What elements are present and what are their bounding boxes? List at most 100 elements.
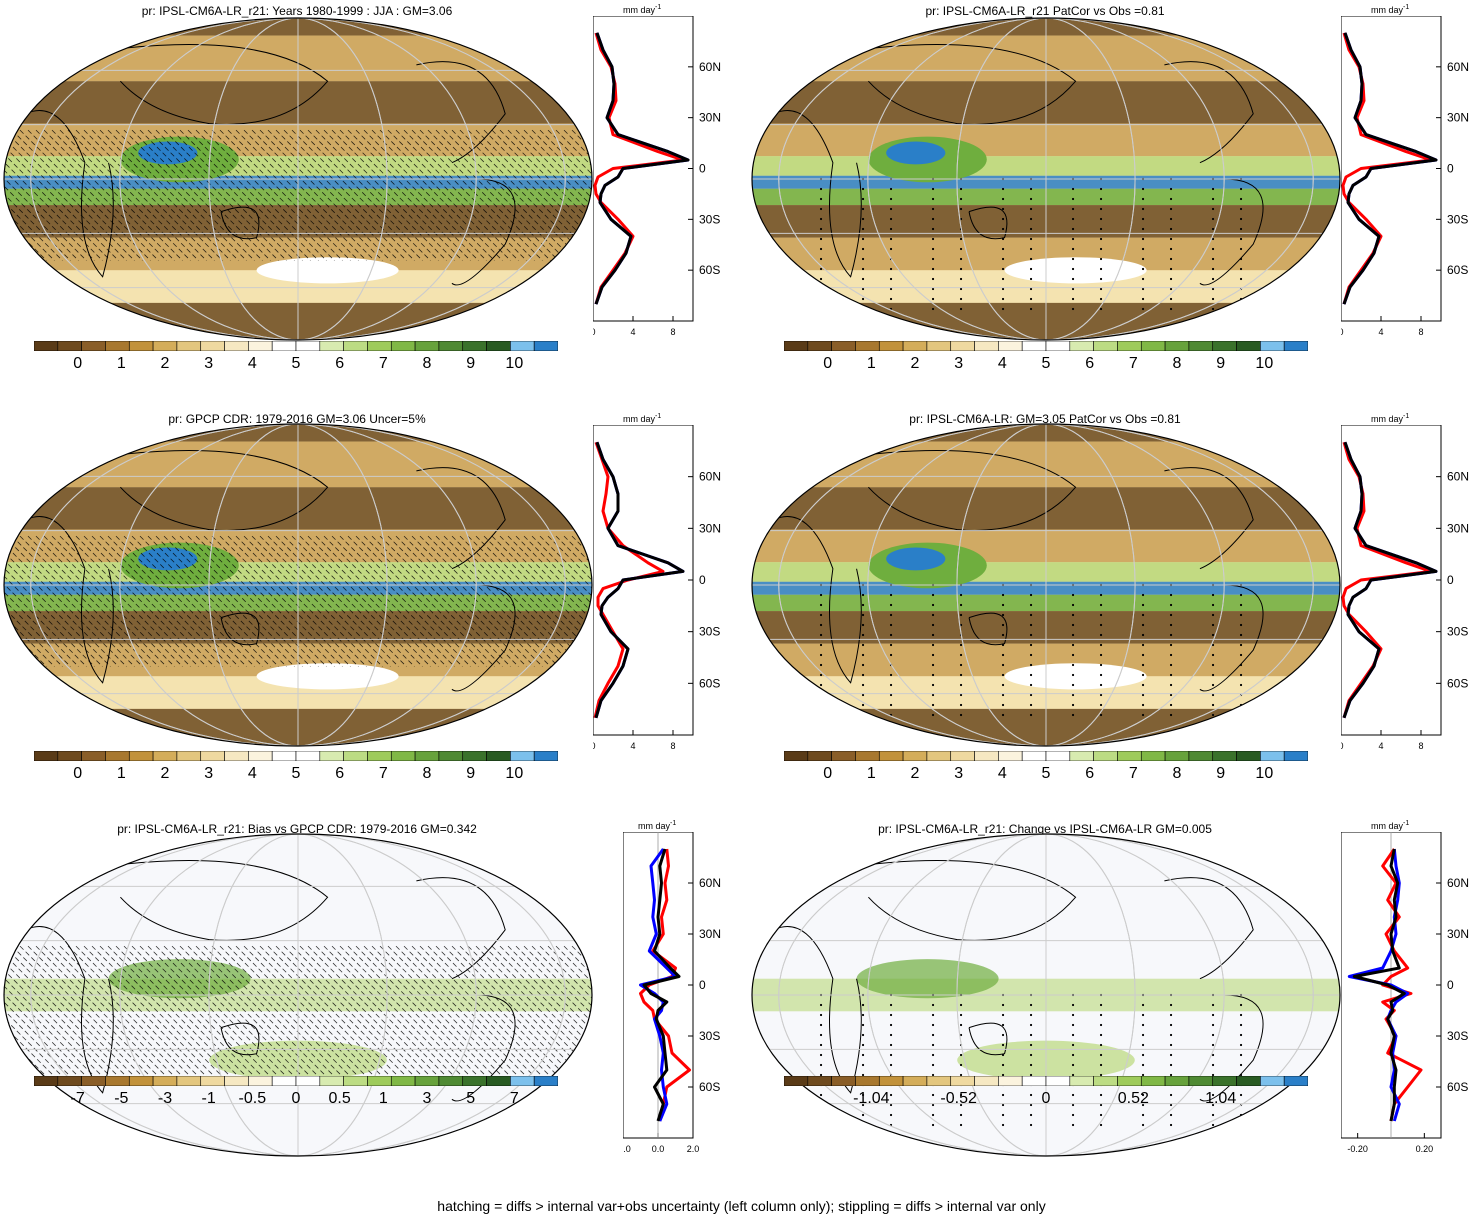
map-title: pr: IPSL-CM6A-LR: GM=3.05 PatCor vs Obs …	[909, 412, 1181, 426]
colorbar-swatch	[176, 751, 202, 761]
colorbar-swatch	[926, 751, 952, 761]
colorbar-swatch	[1236, 341, 1261, 351]
colorbar-swatch	[533, 341, 558, 351]
colorbar-swatch	[248, 751, 273, 761]
lat-tick-label: 0	[1447, 162, 1454, 176]
colorbar-tick-label: 8	[1172, 765, 1182, 782]
colorbar-swatch	[367, 1076, 392, 1086]
colorbar-swatch	[831, 1076, 856, 1086]
zonal-x-tick-label: 8	[1418, 741, 1423, 751]
colorbar-tick-label: 6	[335, 765, 345, 782]
colorbar-swatch	[902, 751, 928, 761]
lat-tick-label: 0	[1447, 573, 1454, 587]
colorbar-swatch	[343, 751, 368, 761]
zonal-x-tick-label: 4	[630, 327, 635, 337]
colorbar-swatch	[81, 341, 106, 351]
zonal-x-tick-label: 0	[593, 327, 596, 337]
lat-tick-label: 30S	[1447, 212, 1468, 226]
precipitation-map	[751, 423, 1341, 747]
colorbar-swatch	[998, 1076, 1023, 1086]
lat-tick-label: 0	[699, 978, 706, 992]
colorbar-swatch	[533, 751, 558, 761]
colorbar-swatch	[1117, 751, 1142, 761]
colorbar-tick-label: 1	[116, 355, 126, 372]
zonal-x-tick-label: 0	[593, 741, 596, 751]
colorbar-swatch	[462, 341, 487, 351]
colorbar-swatch	[855, 341, 880, 351]
colorbar-tick-label: 0	[823, 765, 833, 782]
colorbar-swatch	[438, 751, 464, 761]
colorbar-tick-label: -5	[114, 1090, 129, 1107]
lat-tick-label: 60S	[1447, 263, 1468, 277]
zonal-mean-plot: 60N 30N 0 30S 60S 0 4 8	[1341, 425, 1469, 751]
lat-tick-label: 60S	[699, 1080, 720, 1094]
colorbar-swatch	[81, 1076, 106, 1086]
zonal-x-tick-label: 8	[1418, 327, 1423, 337]
lat-tick-label: 60S	[699, 263, 720, 277]
colorbar-swatch	[367, 341, 392, 351]
colorbar-swatch	[831, 341, 856, 351]
colorbar	[34, 1076, 558, 1086]
colorbar-swatch	[295, 751, 321, 761]
precipitation-map	[3, 17, 593, 341]
colorbar-swatch	[1021, 751, 1047, 761]
colorbar-swatch	[105, 1076, 130, 1086]
colorbar-swatch	[224, 341, 249, 351]
colorbar-swatch	[319, 341, 344, 351]
colorbar-swatch	[1260, 751, 1285, 761]
colorbar	[784, 751, 1308, 761]
colorbar-swatch	[1283, 341, 1308, 351]
colorbar-swatch	[1283, 1076, 1308, 1086]
map-title: pr: IPSL-CM6A-LR_r21 PatCor vs Obs =0.81	[925, 4, 1165, 18]
colorbar-swatch	[926, 1076, 952, 1086]
zonal-series-line	[1352, 848, 1406, 1122]
colorbar-swatch	[1117, 1076, 1142, 1086]
lat-tick-label: 30N	[699, 927, 721, 941]
colorbar-swatch	[152, 1076, 178, 1086]
lat-tick-label: 60N	[1447, 60, 1469, 74]
zonal-unit-label: mm day-1	[1371, 413, 1410, 424]
lat-tick-label: 30S	[1447, 625, 1468, 639]
lat-tick-label: 60S	[699, 676, 720, 690]
lat-tick-label: 30S	[699, 625, 720, 639]
colorbar-tick-label: 1	[866, 355, 876, 372]
lat-tick-label: 60N	[699, 60, 721, 74]
lat-tick-label: 60N	[699, 470, 721, 484]
colorbar-swatch	[486, 751, 511, 761]
colorbar-swatch	[807, 1076, 832, 1086]
colorbar-tick-label: 2	[160, 355, 170, 372]
map-title: pr: IPSL-CM6A-LR_r21: Change vs IPSL-CM6…	[878, 822, 1212, 836]
zonal-x-tick-label: 2.0	[687, 1144, 700, 1154]
colorbar-tick-label: 2	[910, 765, 920, 782]
zonal-mean-plot: 60N 30N 0 30S 60S 0 4 8	[593, 425, 721, 751]
zonal-x-tick-label: 8	[670, 741, 675, 751]
colorbar-swatch	[34, 1076, 59, 1086]
colorbar	[784, 1076, 1308, 1086]
colorbar-tick-label: 3	[422, 1090, 432, 1107]
colorbar-swatch	[486, 1076, 511, 1086]
colorbar-swatch	[295, 341, 321, 351]
colorbar-swatch	[878, 341, 904, 351]
colorbar-swatch	[176, 1076, 202, 1086]
colorbar-swatch	[1093, 1076, 1118, 1086]
zonal-mean-plot: 60N 30N 0 30S 60S -2.0 0.0 2.0	[623, 832, 721, 1154]
colorbar-swatch	[855, 1076, 880, 1086]
colorbar-swatch	[57, 341, 82, 351]
colorbar-swatch	[414, 341, 440, 351]
colorbar-tick-label: -0.5	[238, 1090, 267, 1107]
lat-tick-label: 30N	[699, 521, 721, 535]
zonal-series-line	[594, 32, 690, 305]
colorbar-swatch	[438, 341, 464, 351]
colorbar-tick-label: 3	[954, 355, 964, 372]
colorbar-swatch	[1212, 751, 1237, 761]
zonal-x-tick-label: 0	[1341, 327, 1344, 337]
colorbar-tick-label: 6	[1085, 765, 1095, 782]
zonal-series-line	[1342, 32, 1438, 305]
colorbar-swatch	[343, 341, 368, 351]
colorbar-swatch	[462, 1076, 487, 1086]
colorbar-swatch	[1093, 751, 1118, 761]
colorbar-swatch	[152, 751, 178, 761]
colorbar	[34, 341, 558, 351]
zonal-mean-plot: 60N 30N 0 30S 60S 0 4 8	[593, 16, 721, 337]
colorbar-swatch	[878, 751, 904, 761]
